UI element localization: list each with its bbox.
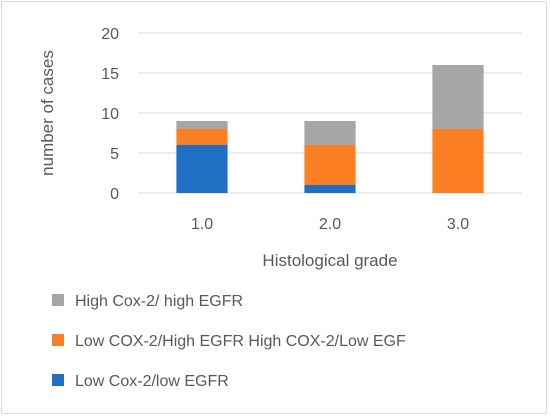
legend-swatch bbox=[52, 334, 64, 346]
x-axis-title: Histological grade bbox=[262, 251, 397, 270]
x-tick-label: 2.0 bbox=[319, 216, 341, 233]
bar-segment bbox=[304, 185, 356, 193]
legend-label: Low Cox-2/low EGFR bbox=[75, 373, 229, 390]
bar-segment bbox=[432, 65, 484, 129]
bar-segment bbox=[176, 129, 228, 145]
y-axis-title: number of cases bbox=[38, 50, 57, 176]
legend: High Cox-2/ high EGFR Low COX-2/High EGFR… bbox=[52, 293, 406, 390]
legend-swatch bbox=[52, 294, 64, 306]
y-tick-label: 20 bbox=[101, 26, 119, 43]
bar-segment bbox=[304, 145, 356, 185]
legend-item: Low COX-2/High EGFR High COX-2/Low EGF bbox=[52, 333, 406, 350]
bars bbox=[176, 65, 484, 193]
legend-item: High Cox-2/ high EGFR bbox=[52, 293, 243, 310]
legend-swatch bbox=[52, 374, 64, 386]
x-tick-label: 1.0 bbox=[191, 216, 213, 233]
y-tick-label: 5 bbox=[110, 146, 119, 163]
y-tick-labels: 0 5 10 15 20 bbox=[101, 26, 119, 203]
legend-label: High Cox-2/ high EGFR bbox=[75, 293, 243, 310]
y-tick-label: 0 bbox=[110, 186, 119, 203]
x-tick-labels: 1.0 2.0 3.0 bbox=[191, 216, 469, 233]
bar-segment bbox=[176, 145, 228, 193]
y-tick-label: 15 bbox=[101, 66, 119, 83]
legend-item: Low Cox-2/low EGFR bbox=[52, 373, 229, 390]
bar-segment bbox=[176, 121, 228, 129]
x-tick-label: 3.0 bbox=[447, 216, 469, 233]
bar-segment bbox=[304, 121, 356, 145]
legend-label: Low COX-2/High EGFR High COX-2/Low EGF bbox=[75, 333, 406, 350]
bar-segment bbox=[432, 129, 484, 193]
y-tick-label: 10 bbox=[101, 106, 119, 123]
